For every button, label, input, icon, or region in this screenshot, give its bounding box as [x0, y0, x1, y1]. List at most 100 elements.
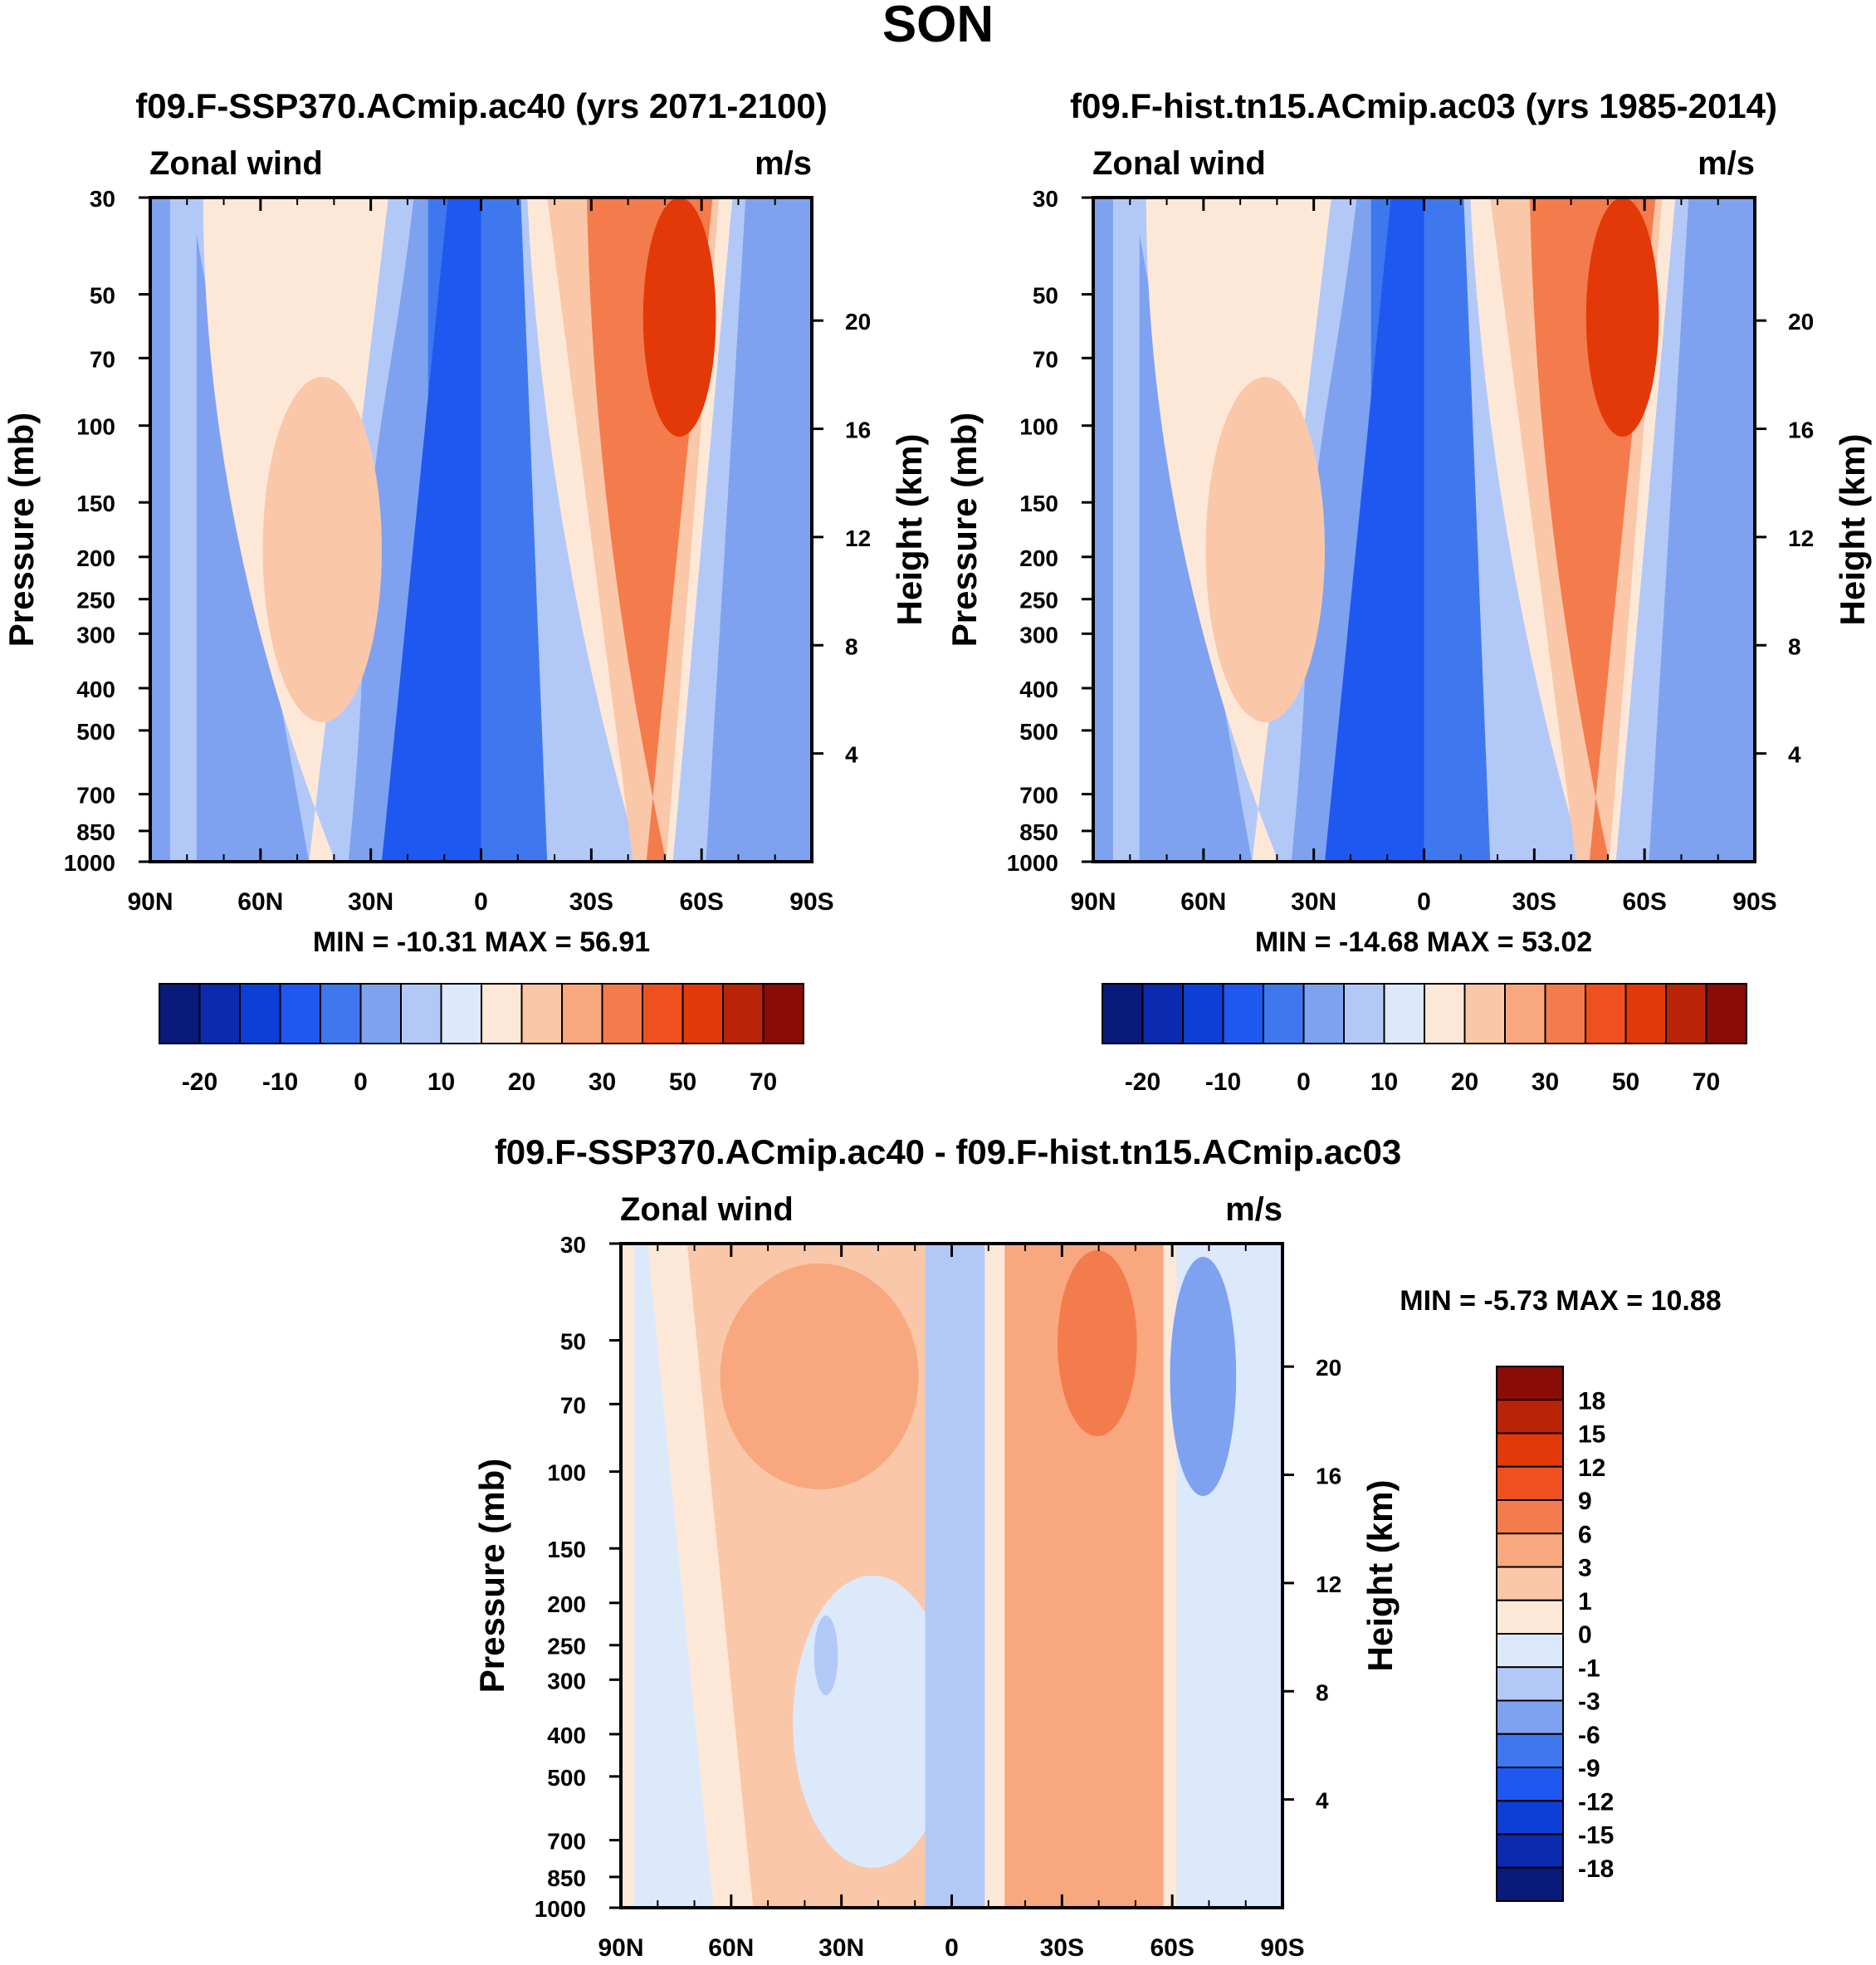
colorbar-label: 9: [1578, 1488, 1592, 1515]
colorbar-swatch: [1665, 983, 1707, 1044]
colorbar-swatch: [1343, 983, 1385, 1044]
panel-2-right-string: m/s: [1698, 145, 1755, 182]
y-tick-label: 50: [1033, 283, 1058, 309]
colorbar-swatch: [239, 983, 281, 1044]
y-tick-label: 100: [1019, 414, 1058, 440]
colorbar-label: -20: [182, 1068, 217, 1096]
y-right-tick-label: 16: [845, 418, 871, 443]
colorbar-swatch: [1463, 983, 1506, 1044]
x-tick-label: 0: [1417, 888, 1431, 916]
colorbar-label: -3: [1578, 1689, 1600, 1716]
colorbar-swatch: [1496, 1733, 1564, 1768]
y-tick-label: 200: [76, 545, 115, 571]
y-tick-label: 500: [547, 1765, 586, 1791]
panel-3-axes: 90N 60N 30N 0 30S 60S 90S 30 50 70 100 150 200 250 300…: [535, 1232, 1341, 1962]
colorbar-label: -18: [1578, 1855, 1614, 1883]
colorbar-swatch: [1496, 1633, 1564, 1669]
colorbar-swatch: [1263, 983, 1305, 1044]
colorbar-swatch: [1496, 1699, 1564, 1735]
colorbar-swatch: [1544, 983, 1586, 1044]
x-tick-label: 60S: [679, 888, 723, 916]
panel-2-colorbar: -20 -10 0 10 20 30 50 70: [1102, 983, 1747, 1096]
panel-1-axes: 90N 60N 30N 0 30S 60S 90S 30 50 70 100 150 200 250 300…: [64, 186, 871, 916]
colorbar-label: 10: [427, 1068, 455, 1096]
colorbar-label: -6: [1578, 1722, 1600, 1749]
y-tick-label: 1000: [64, 850, 115, 876]
y-tick-label: 50: [560, 1329, 586, 1355]
colorbar-swatch: [440, 983, 482, 1044]
y-right-tick-label: 4: [1316, 1788, 1329, 1814]
y-tick-label: 70: [1033, 346, 1058, 372]
y-right-tick-label: 4: [1788, 742, 1801, 768]
colorbar-swatch: [642, 983, 684, 1044]
panel-3-colorbar: 18 15 12 9 6 3 1 0 -1 -3 -6 -9 -12 -15 -18: [1496, 1366, 1614, 1902]
colorbar-swatch: [601, 983, 643, 1044]
x-tick-label: 90S: [1732, 888, 1776, 916]
colorbar-swatch: [1182, 983, 1224, 1044]
figure-title: SON: [882, 0, 994, 53]
y-tick-label: 150: [1019, 491, 1058, 516]
colorbar-swatch: [1496, 1800, 1564, 1835]
colorbar-swatch: [1496, 1465, 1564, 1501]
panel-3-ylabel-right: Height (km): [1361, 1480, 1400, 1672]
y-right-tick-label: 8: [1316, 1679, 1329, 1705]
colorbar-label: -12: [1578, 1788, 1614, 1816]
y-tick-label: 700: [76, 783, 115, 809]
colorbar-label: 20: [1451, 1068, 1478, 1096]
x-tick-label: 0: [474, 888, 488, 916]
y-tick-label: 200: [547, 1591, 586, 1617]
colorbar-swatch: [1424, 983, 1466, 1044]
panel-1-colorbar: -20 -10 0 10 20 30 50 70: [159, 983, 804, 1096]
y-right-tick-label: 20: [845, 309, 871, 335]
x-tick-label: 0: [945, 1934, 959, 1962]
x-tick-label: 30S: [1512, 888, 1556, 916]
colorbar-label: 70: [1693, 1068, 1720, 1096]
y-tick-label: 400: [76, 677, 115, 702]
x-tick-label: 30S: [1040, 1934, 1084, 1962]
panel-2-contour-field: [1093, 198, 1755, 862]
colorbar-label: 15: [1578, 1421, 1605, 1449]
panel-3-contour-field: [621, 1244, 1282, 1908]
colorbar-label: 50: [1612, 1068, 1639, 1096]
panel-3-right-string: m/s: [1225, 1191, 1282, 1228]
panel-2-left-string: Zonal wind: [1092, 145, 1266, 182]
panel-2-axes: 90N 60N 30N 0 30S 60S 90S 30 50 70 100 150 200 250 300…: [1007, 186, 1814, 916]
colorbar-swatch: [520, 983, 563, 1044]
colorbar-label: -10: [1205, 1068, 1241, 1096]
colorbar-swatch: [1496, 1366, 1564, 1401]
band-blue-pole: [1708, 198, 1755, 862]
x-tick-label: 30N: [1291, 888, 1336, 916]
band-light-blue-left: [1112, 198, 1140, 862]
y-right-tick-label: 20: [1788, 309, 1814, 335]
colorbar-label: 20: [508, 1068, 535, 1096]
y-tick-label: 1000: [535, 1896, 586, 1922]
colorbar-label: -15: [1578, 1822, 1614, 1850]
colorbar-label: 6: [1578, 1521, 1592, 1548]
y-tick-label: 30: [560, 1232, 586, 1258]
colorbar-swatch: [762, 983, 804, 1044]
y-right-tick-label: 12: [1788, 525, 1814, 551]
blob-orange-core: [1058, 1250, 1137, 1436]
y-right-tick-label: 16: [1788, 418, 1814, 443]
colorbar-swatch: [1496, 1866, 1564, 1902]
band-lightblue-lowlat: [633, 1244, 714, 1908]
colorbar-label: -1: [1578, 1655, 1600, 1682]
panel-1-contour-field: [150, 198, 812, 862]
colorbar-swatch: [561, 983, 603, 1044]
blob-orange-nh: [720, 1264, 919, 1489]
y-tick-label: 850: [1019, 819, 1058, 845]
colorbar-swatch: [1496, 1499, 1564, 1535]
band-blue-pole: [765, 198, 812, 862]
band-blue-equator: [925, 1244, 985, 1908]
colorbar-swatch: [159, 983, 201, 1044]
colorbar-swatch: [1383, 983, 1425, 1044]
colorbar-swatch: [1102, 983, 1144, 1044]
colorbar-swatch: [320, 983, 362, 1044]
y-tick-label: 850: [76, 819, 115, 845]
colorbar-swatch: [1585, 983, 1627, 1044]
panel-2-ylabel-right: Height (km): [1833, 434, 1872, 626]
colorbar-swatch: [1496, 1599, 1564, 1635]
panel-1: f09.F-SSP370.ACmip.ac40 (yrs 2071-2100) …: [2, 86, 929, 1096]
panel-1-minmax: MIN = -10.31 MAX = 56.91: [313, 926, 650, 958]
